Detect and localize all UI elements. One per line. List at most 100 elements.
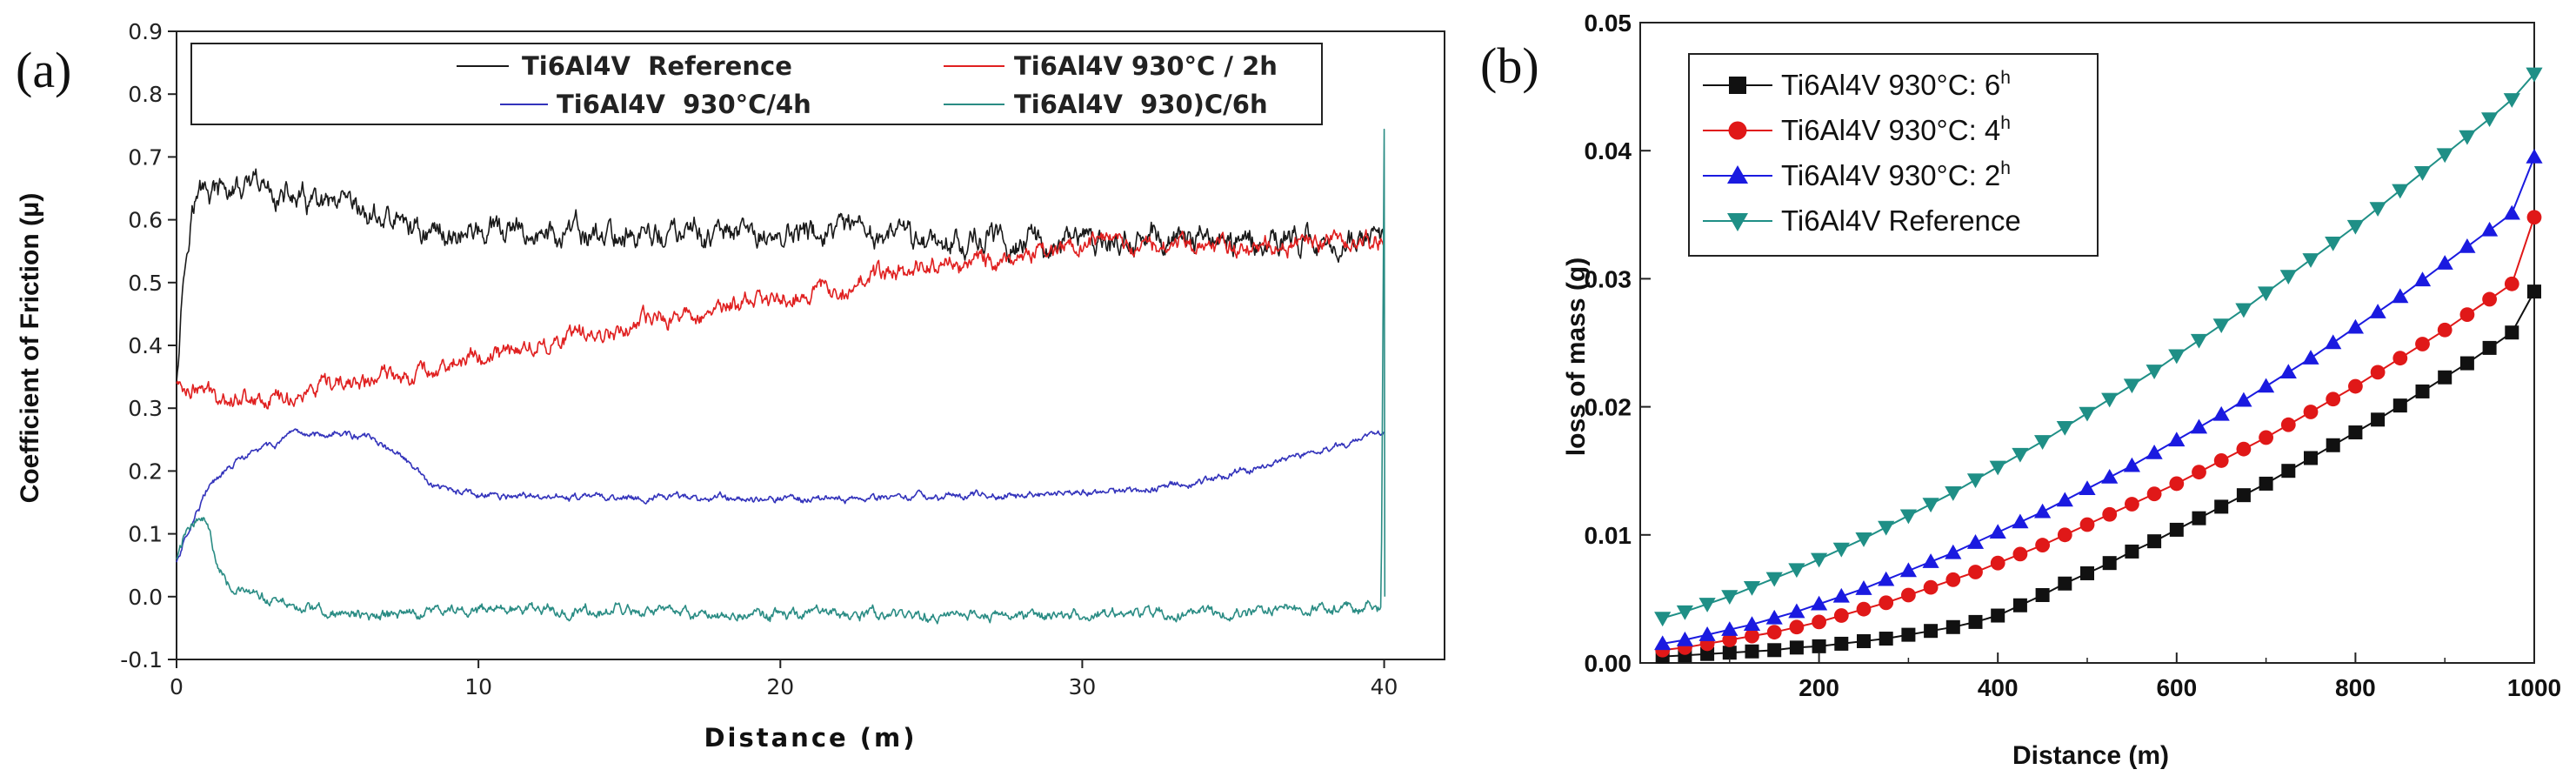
legend-a-reference-label: Ti6Al4V Reference	[522, 51, 792, 81]
panel-b-point-square	[2058, 576, 2072, 591]
panel-b-point-square	[1991, 608, 2005, 623]
panel-b-point-square	[1857, 633, 1871, 648]
panel-b-point-triangle-down	[1698, 598, 1716, 612]
panel-b-point-triangle-up	[1654, 635, 1672, 651]
panel-b-point-circle	[1968, 565, 1983, 579]
panel-b-line-ti6al4v-reference	[1662, 73, 2535, 619]
panel-b-point-square	[2169, 522, 2184, 537]
panel-b-point-triangle-up	[2392, 288, 2409, 304]
panel-b-point-circle	[2303, 405, 2319, 419]
panel-b-y-tick-label: 0.05	[1585, 10, 1632, 37]
panel-b-point-triangle-up	[1945, 544, 1962, 559]
panel-b-point-circle	[2192, 465, 2206, 480]
panel-a-x-tick-label: 20	[766, 674, 794, 699]
panel-b-point-circle	[1990, 555, 2005, 571]
panel-b-x-tick-label: 800	[2335, 674, 2376, 701]
panel-b-point-triangle-up	[2526, 148, 2543, 164]
legend-b-label-superscript: h	[2000, 158, 2011, 178]
panel-b-point-square	[1745, 644, 1759, 659]
legend-b-label: Ti6Al4V 930°C: 2h	[1781, 158, 2011, 191]
panel-b-point-triangle-down	[1743, 580, 1761, 596]
panel-b-line-ti6al4v-930-c-6h	[1662, 291, 2535, 658]
panel-b-point-triangle-down	[1966, 473, 1985, 489]
panel-b-point-circle	[2102, 506, 2118, 522]
panel-b-point-triangle-up	[2235, 392, 2252, 407]
panel-b-x-axis-title: Distance (m)	[2012, 741, 2169, 770]
panel-b-point-circle	[2057, 527, 2072, 543]
panel-a-y-tick-label: 0.2	[128, 458, 163, 484]
panel-b-point-triangle-down	[1654, 612, 1672, 627]
panel-b-point-triangle-up	[1966, 534, 1985, 549]
panel-a-y-tick-label: -0.1	[120, 647, 163, 673]
panel-a-y-tick-label: 0.8	[128, 82, 163, 107]
panel-b-series-ti6al4v-930-c-4h	[1655, 210, 2542, 658]
panel-b-point-circle	[1745, 628, 1759, 644]
panel-b-point-square	[1968, 614, 1983, 629]
panel-a-y-tick-label: 0.6	[128, 208, 163, 233]
panel-a-legend-box	[190, 43, 1323, 125]
panel-b-point-triangle-down	[1855, 532, 1872, 547]
panel-b-point-triangle-down	[2190, 333, 2208, 349]
panel-b-y-tick-label: 0.01	[1585, 522, 1632, 549]
legend-b-swatch-marker	[1727, 213, 1748, 231]
panel-b-point-square	[2438, 370, 2453, 385]
panel-b-point-circle	[2125, 497, 2139, 512]
panel-b-point-triangle-down	[1811, 552, 1828, 568]
panel-b-point-triangle-down	[2302, 253, 2319, 268]
panel-b-point-triangle-down	[2079, 406, 2096, 422]
panel-b-point-triangle-up	[2503, 204, 2520, 220]
panel-b-point-circle	[2526, 210, 2542, 225]
panel-b-point-triangle-down	[2012, 447, 2029, 463]
panel-b-point-triangle-down	[2413, 166, 2432, 181]
panel-a-y-tick-label: 0.5	[128, 271, 163, 296]
panel-b-point-circle	[2213, 453, 2229, 468]
panel-b-point-triangle-up	[1878, 571, 1895, 586]
panel-b-point-circle	[2259, 430, 2274, 445]
panel-b-point-circle	[1879, 595, 1894, 611]
panel-b-series-ti6al4v-930-c-2h	[1654, 148, 2543, 651]
panel-b-point-triangle-down	[2503, 93, 2520, 108]
panel-b-point-square	[2527, 284, 2541, 299]
panel-b-y-axis: 0.00 0.01 0.02 0.03 0.04 0.05	[1585, 10, 1651, 677]
panel-b-point-triangle-down	[2034, 435, 2052, 450]
panel-b-point-triangle-up	[1788, 603, 1805, 619]
panel-b-point-triangle-down	[2258, 286, 2275, 302]
panel-a-friction-chart: (a) 0 10 20 30 40 -0.1 0.0 0.1 0.2 0.3 0.4 0.5 0.6 0…	[16, 19, 1445, 753]
panel-b-point-triangle-up	[1721, 621, 1738, 636]
panel-b-point-square	[2304, 451, 2318, 465]
panel-b-point-triangle-up	[2436, 255, 2453, 270]
panel-b-point-square	[2102, 556, 2117, 571]
panel-b-point-triangle-up	[2034, 503, 2052, 519]
panel-b-point-circle	[2459, 307, 2475, 323]
panel-b-point-square	[1812, 639, 1826, 653]
panel-b-point-circle	[2146, 486, 2162, 502]
panel-b-point-triangle-up	[1698, 626, 1716, 641]
panel-b-point-triangle-up	[2056, 492, 2073, 507]
panel-b-point-square	[2505, 325, 2519, 340]
panel-b-point-circle	[1789, 619, 1805, 635]
panel-b-point-circle	[2370, 365, 2386, 380]
panel-a-y-axis-title: Coefficient of Friction (μ)	[16, 193, 44, 504]
panel-a-y-tick-label: 0.9	[128, 19, 163, 44]
panel-b-point-square	[2326, 438, 2340, 452]
panel-b-point-triangle-up	[2459, 238, 2476, 253]
panel-b-point-triangle-up	[1922, 553, 1939, 568]
panel-b-point-circle	[1812, 614, 1827, 630]
panel-b-point-square	[1924, 624, 1939, 639]
panel-b-point-circle	[2236, 441, 2252, 457]
panel-b-point-triangle-up	[2079, 480, 2096, 496]
legend-b-swatch-marker	[1727, 165, 1748, 184]
panel-b-series-ti6al4v-930-c-6h	[1655, 284, 2541, 664]
panel-b-label: (b)	[1480, 37, 1539, 94]
panel-b-point-circle	[2392, 351, 2408, 366]
panel-a-y-tick-label: 0.1	[128, 522, 163, 547]
panel-b-point-triangle-up	[2302, 350, 2319, 365]
panel-b-point-triangle-down	[2436, 148, 2453, 164]
panel-a-series-group	[176, 128, 1386, 625]
legend-b-swatch-marker	[1729, 77, 1746, 94]
panel-b-point-triangle-down	[2056, 420, 2073, 436]
panel-b-series-ti6al4v-reference	[1654, 67, 2543, 627]
panel-b-point-triangle-down	[1676, 605, 1693, 620]
panel-b-point-triangle-down	[1832, 542, 1850, 558]
legend-a-4h-label: Ti6Al4V 930°C/4h	[557, 90, 811, 119]
